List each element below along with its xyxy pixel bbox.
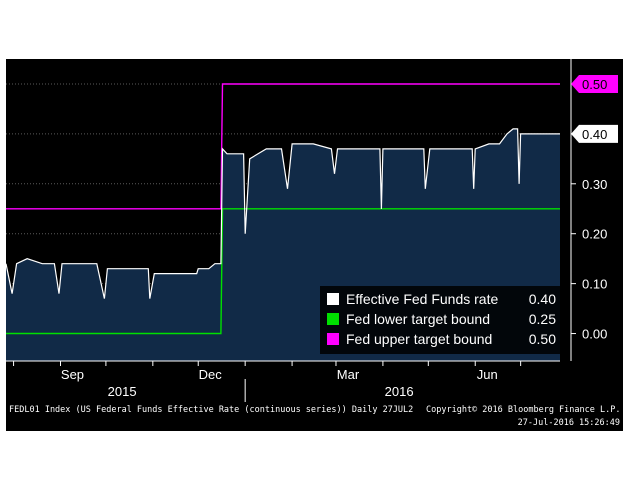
series-effective-rate-line [5, 128, 560, 299]
x-year-label-1: 2016 [385, 384, 414, 399]
legend-swatch-2 [327, 333, 339, 345]
legend-swatch-0 [327, 293, 339, 305]
series-lower-bound-line [6, 208, 560, 335]
y-tick-label-2: 0.20 [582, 227, 607, 242]
legend-swatch-1 [327, 313, 339, 325]
legend-value-1: 0.25 [529, 311, 556, 327]
footer-copyright: Copyright© 2016 Bloomberg Finance L.P. [426, 405, 620, 415]
x-tick-label-3: Jun [477, 367, 498, 382]
x-tick-label-2: Mar [337, 367, 360, 382]
legend-box [320, 286, 560, 354]
legend-label-0: Effective Fed Funds rate [346, 291, 498, 307]
x-tick-label-1: Dec [199, 367, 223, 382]
footer-source: FEDL01 Index (US Federal Funds Effective… [9, 405, 413, 415]
legend-label-2: Fed upper target bound [346, 331, 492, 347]
y-tick-label-3: 0.30 [582, 177, 607, 192]
y-tick-label-5: 0.50 [582, 77, 607, 92]
y-tick-label-0: 0.00 [582, 327, 607, 342]
last-value-tag-4 [571, 124, 618, 143]
x-tick-label-0: Sep [61, 367, 84, 382]
axis-layer: 0.00 0.10 0.20 0.30 0.40 0.50 Sep Dec Mar Jun 2015… [6, 59, 618, 402]
y-tick-label-4: 0.40 [582, 127, 607, 142]
x-year-label-0: 2015 [108, 384, 137, 399]
footer: FEDL01 Index (US Federal Funds Effective… [9, 405, 620, 428]
footer-timestamp: 27-Jul-2016 15:26:49 [518, 418, 620, 428]
legend-value-2: 0.50 [529, 331, 556, 347]
series-upper-bound-line [6, 83, 560, 210]
y-tick-label-1: 0.10 [582, 277, 607, 292]
legend: Effective Fed Funds rate 0.40 Fed lower ta… [320, 286, 560, 354]
last-value-tag-5 [571, 74, 618, 93]
legend-value-0: 0.40 [529, 291, 556, 307]
legend-label-1: Fed lower target bound [346, 311, 490, 327]
